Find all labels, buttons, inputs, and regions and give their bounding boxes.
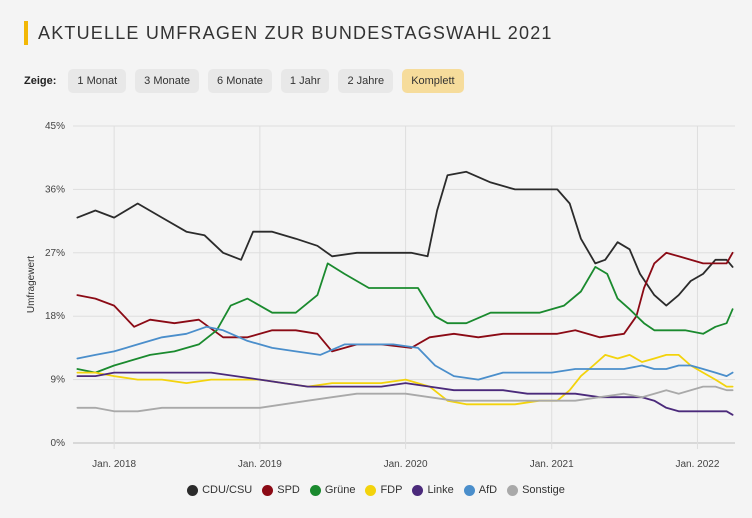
legend: CDU/CSU SPD Grüne FDP Linke AfD Sonstige <box>0 482 752 498</box>
legend-label: AfD <box>478 484 498 496</box>
legend-item[interactable]: Grüne <box>309 484 356 496</box>
filter-button-1-jahr[interactable]: 1 Jahr <box>280 69 330 93</box>
legend-item[interactable]: Linke <box>412 484 454 496</box>
time-range-filter: Zeige: 1 Monat 3 Monate 6 Monate 1 Jahr … <box>24 69 473 93</box>
filter-button-3-monate[interactable]: 3 Monate <box>135 69 200 93</box>
x-tick-label: Jan. 2018 <box>92 459 136 470</box>
x-tick-label: Jan. 2022 <box>675 459 719 470</box>
legend-swatch <box>187 484 199 496</box>
poll-chart: 0%9%18%27%36%45% Jan. 2018 Jan. 2019 Jan. … <box>26 121 735 470</box>
title-accent-bar <box>24 21 28 45</box>
filter-button-6-monate[interactable]: 6 Monate <box>208 69 272 93</box>
legend-item[interactable]: CDU/CSU <box>187 484 252 496</box>
legend-label: Grüne <box>324 484 356 496</box>
legend-swatch <box>507 484 519 496</box>
y-tick-label: 45% <box>45 121 65 132</box>
legend-label: SPD <box>277 484 300 496</box>
series-line-linke <box>76 371 734 416</box>
filter-button-2-jahre[interactable]: 2 Jahre <box>338 69 394 93</box>
page-title: AKTUELLE UMFRAGEN ZUR BUNDESTAGSWAHL 202… <box>38 22 553 43</box>
legend-swatch <box>262 484 274 496</box>
legend-label: Sonstige <box>522 484 565 496</box>
grid-lines <box>73 125 735 449</box>
y-tick-label: 36% <box>45 184 65 195</box>
legend-item[interactable]: Sonstige <box>507 484 565 496</box>
y-axis-label: Umfragewert <box>26 256 37 313</box>
y-axis-ticks: 0% 9% 18% 27% 36% 45% <box>45 121 65 449</box>
legend-item[interactable]: SPD <box>262 484 300 496</box>
legend-item[interactable]: AfD <box>463 484 498 496</box>
legend-item[interactable]: FDP <box>365 484 402 496</box>
legend-label: CDU/CSU <box>202 484 253 496</box>
title-block: AKTUELLE UMFRAGEN ZUR BUNDESTAGSWAHL 202… <box>24 20 553 46</box>
series-line-sonstige <box>76 385 734 413</box>
x-axis-ticks: Jan. 2018 Jan. 2019 Jan. 2020 Jan. 2021 Jan.… <box>92 459 720 470</box>
x-tick-label: Jan. 2021 <box>530 459 574 470</box>
series-line-grüne <box>76 262 734 374</box>
y-tick-label: 0% <box>51 438 66 449</box>
filter-button-1-monat[interactable]: 1 Monat <box>68 69 127 93</box>
filter-label: Zeige: <box>24 75 57 87</box>
y-tick-label: 27% <box>45 248 65 259</box>
series-lines <box>76 170 734 416</box>
series-line-spd <box>76 251 734 353</box>
legend-swatch <box>309 484 321 496</box>
legend-label: Linke <box>427 484 454 496</box>
series-line-cdu-csu <box>76 170 734 307</box>
legend-swatch <box>463 484 475 496</box>
series-line-afd <box>76 325 734 381</box>
y-tick-label: 18% <box>45 311 65 322</box>
legend-swatch <box>365 484 377 496</box>
x-tick-label: Jan. 2020 <box>384 459 428 470</box>
legend-label: FDP <box>380 484 403 496</box>
legend-swatch <box>412 484 424 496</box>
filter-button-komplett[interactable]: Komplett <box>402 69 464 93</box>
series-line-fdp <box>76 353 734 406</box>
y-tick-label: 9% <box>51 375 66 386</box>
x-tick-label: Jan. 2019 <box>238 459 282 470</box>
